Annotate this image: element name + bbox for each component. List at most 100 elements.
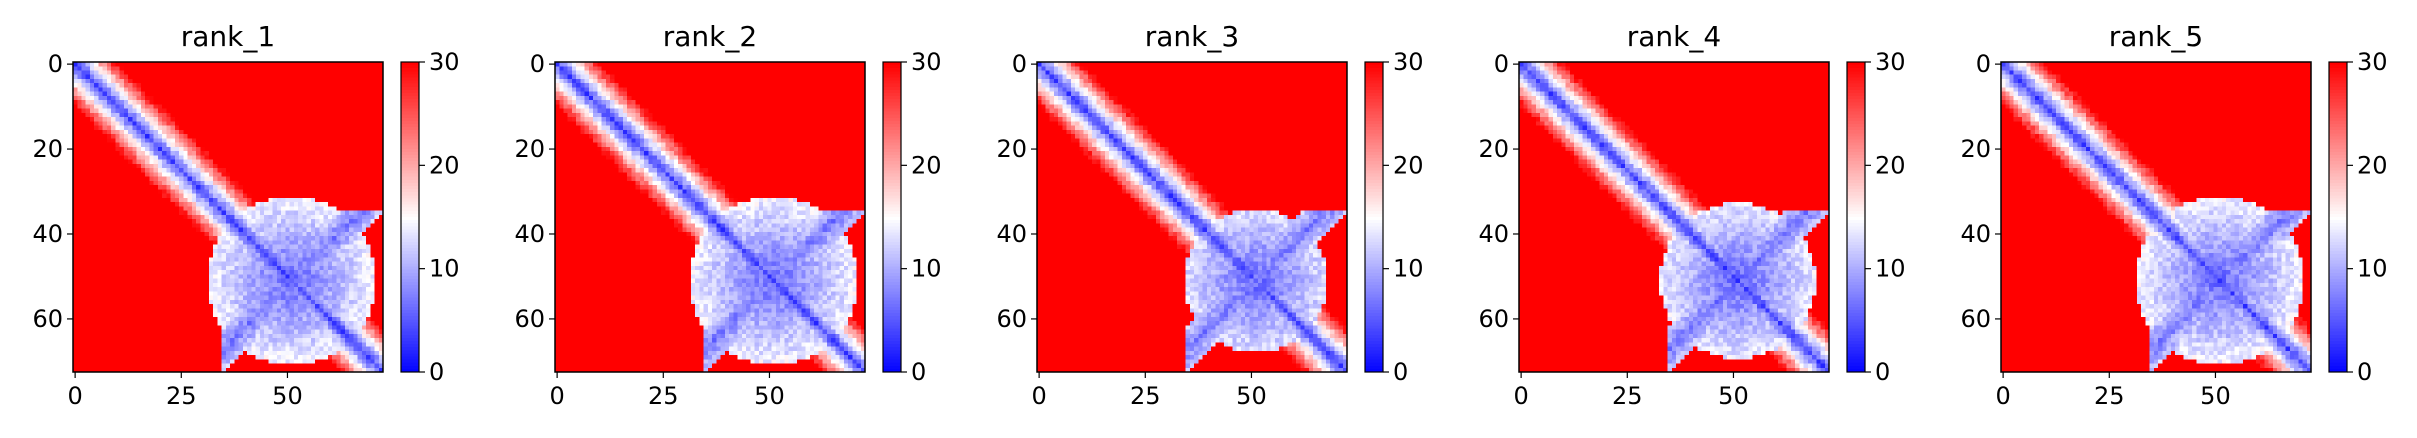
heatmap-cell	[349, 228, 354, 233]
heatmap-cell	[298, 168, 303, 173]
heatmap-cell	[94, 160, 99, 165]
heatmap-cell	[260, 168, 265, 173]
heatmap-cell	[370, 291, 375, 296]
heatmap-cell	[307, 109, 312, 114]
heatmap-cell	[281, 185, 286, 190]
heatmap-cell	[200, 206, 205, 211]
heatmap-cell	[200, 66, 205, 71]
heatmap-cell	[217, 121, 222, 126]
heatmap-cell	[302, 92, 307, 97]
heatmap-cell	[149, 334, 154, 339]
heatmap-cell	[358, 160, 363, 165]
heatmap-cell	[154, 172, 159, 177]
heatmap-cell	[166, 245, 171, 250]
heatmap-cell	[324, 338, 329, 343]
heatmap-cell	[213, 70, 218, 75]
heatmap-cell	[124, 253, 129, 258]
heatmap-cell	[145, 262, 150, 267]
heatmap-cell	[98, 151, 103, 156]
heatmap-cell	[205, 334, 210, 339]
heatmap-cell	[107, 160, 112, 165]
heatmap-cell	[158, 232, 163, 237]
heatmap-cell	[115, 104, 120, 109]
heatmap-cell	[370, 317, 375, 322]
heatmap-cell	[336, 92, 341, 97]
heatmap-cell	[302, 317, 307, 322]
heatmap-cell	[273, 330, 278, 335]
heatmap-cell	[302, 300, 307, 305]
heatmap-cell	[277, 279, 282, 284]
heatmap-cell	[158, 325, 163, 330]
heatmap-cell	[188, 121, 193, 126]
heatmap-cell	[349, 181, 354, 186]
heatmap-cell	[217, 300, 222, 305]
heatmap-cell	[358, 219, 363, 224]
heatmap-cell	[243, 266, 248, 271]
heatmap-cell	[336, 279, 341, 284]
heatmap-cell	[273, 92, 278, 97]
heatmap-cell	[158, 138, 163, 143]
heatmap-cell	[315, 211, 320, 216]
heatmap-cell	[268, 189, 273, 194]
heatmap-cell	[358, 164, 363, 169]
heatmap-cell	[234, 177, 239, 182]
heatmap-cell	[77, 202, 82, 207]
heatmap-cell	[137, 321, 142, 326]
heatmap-cell	[154, 270, 159, 275]
heatmap-cell	[107, 75, 112, 80]
heatmap-cell	[81, 70, 86, 75]
heatmap-cell	[273, 100, 278, 105]
heatmap-cell	[366, 138, 371, 143]
heatmap-cell	[375, 121, 380, 126]
heatmap-cell	[256, 232, 261, 237]
heatmap-cell	[132, 232, 137, 237]
heatmap-cell	[183, 202, 188, 207]
heatmap-cell	[171, 249, 176, 254]
heatmap-cell	[124, 104, 129, 109]
heatmap-cell	[217, 155, 222, 160]
heatmap-cell	[358, 236, 363, 241]
heatmap-cell	[222, 121, 227, 126]
heatmap-cell	[345, 147, 350, 152]
heatmap-cell	[319, 321, 324, 326]
heatmap-cell	[251, 342, 256, 347]
heatmap-cell	[341, 130, 346, 135]
heatmap-cell	[171, 257, 176, 262]
heatmap-cell	[260, 206, 265, 211]
heatmap-cell	[290, 338, 295, 343]
heatmap-cell	[353, 87, 358, 92]
heatmap-cell	[183, 300, 188, 305]
heatmap-cell	[302, 330, 307, 335]
heatmap-cell	[256, 117, 261, 122]
heatmap-cell	[298, 172, 303, 177]
heatmap-cell	[366, 117, 371, 122]
heatmap-cell	[103, 79, 108, 84]
heatmap-cell	[192, 143, 197, 148]
heatmap-cell	[107, 338, 112, 343]
heatmap-cell	[145, 185, 150, 190]
heatmap-cell	[366, 211, 371, 216]
heatmap-cell	[209, 245, 214, 250]
heatmap-cell	[175, 96, 180, 101]
heatmap-cell	[260, 92, 265, 97]
heatmap-cell	[213, 211, 218, 216]
heatmap-cell	[217, 172, 222, 177]
heatmap-cell	[349, 240, 354, 245]
heatmap-cell	[230, 270, 235, 275]
heatmap-cell	[86, 134, 91, 139]
heatmap-cell	[149, 266, 154, 271]
heatmap-cell	[200, 164, 205, 169]
heatmap-cell	[230, 189, 235, 194]
heatmap-cell	[77, 334, 82, 339]
heatmap-cell	[328, 279, 333, 284]
heatmap-cell	[251, 143, 256, 148]
heatmap-cell	[328, 232, 333, 237]
heatmap-cell	[171, 245, 176, 250]
heatmap-cell	[217, 134, 222, 139]
heatmap-cell	[115, 130, 120, 135]
heatmap-cell	[200, 160, 205, 165]
heatmap-cell	[366, 172, 371, 177]
heatmap-cell	[209, 66, 214, 71]
heatmap-cell	[209, 134, 214, 139]
heatmap-cell	[137, 92, 142, 97]
